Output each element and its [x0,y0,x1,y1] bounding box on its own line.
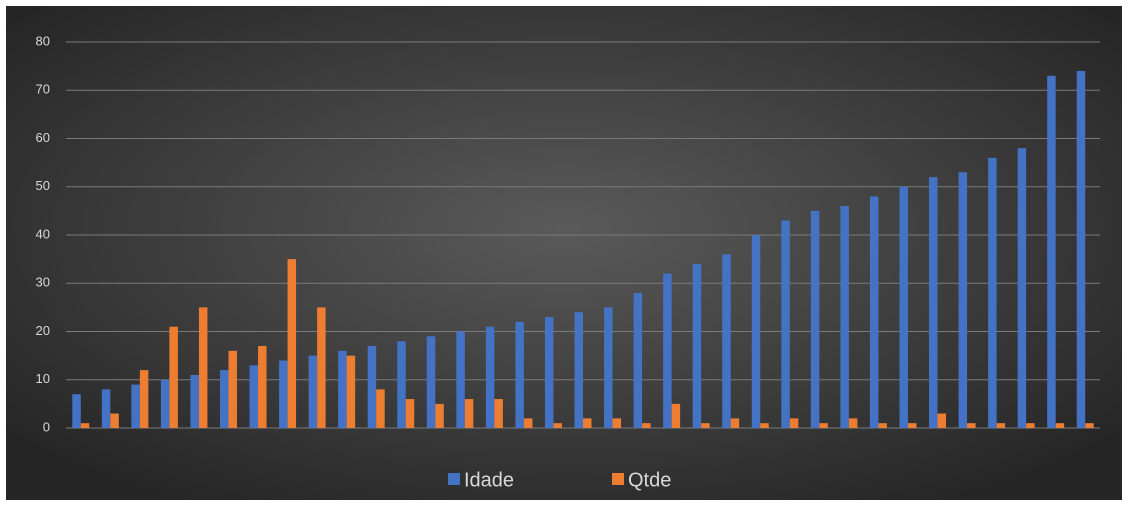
bar [1026,423,1035,428]
bar [426,336,436,428]
bar [249,365,259,428]
bar [671,403,681,428]
bar [1085,423,1094,428]
bar [190,374,199,428]
bar [346,355,356,428]
bar [663,273,672,428]
bar [760,423,769,428]
legend-label: Idade [464,469,514,491]
bar [1017,148,1027,428]
bar [937,413,947,428]
bar [1047,75,1056,429]
bar [515,321,524,428]
bar [929,177,938,428]
y-tick-label: 50 [36,178,50,193]
bar [692,263,702,428]
bar [258,345,267,428]
bar [840,206,849,428]
bar [988,157,997,429]
bar [139,370,149,428]
bar [869,196,879,428]
bar [819,423,828,428]
bar [1055,423,1065,428]
bar [633,292,643,428]
bar [722,254,731,428]
bar [1076,70,1086,428]
legend-swatch [448,473,460,485]
bar [967,423,976,428]
bar [376,389,385,428]
bar [751,235,761,428]
bar [958,172,968,428]
bar [464,399,474,428]
bar [523,418,533,428]
legend-label: Qtde [628,469,671,491]
bar [456,331,465,428]
y-tick-label: 10 [36,371,50,386]
bar [642,423,651,428]
bar [574,312,583,428]
bar [899,186,908,428]
bar [160,379,170,428]
bar [198,307,208,428]
bar [169,326,178,428]
bar [612,418,622,428]
bar [996,423,1006,428]
y-tick-label: 60 [36,130,50,145]
bar [789,418,799,428]
legend-swatch [612,473,624,485]
bar [907,423,917,428]
bar [781,220,790,428]
bar [583,418,592,428]
bar [287,259,297,428]
bar [397,341,406,428]
bar [604,307,613,428]
bar [338,350,347,428]
y-tick-label: 70 [36,82,50,97]
bar [367,345,377,428]
bar [219,370,229,428]
bar [494,399,503,428]
bar [80,423,90,428]
bar [848,418,858,428]
bar [110,413,119,428]
bar [701,423,710,428]
bar [279,360,288,428]
bar [131,384,140,428]
y-tick-label: 30 [36,275,50,290]
bar [485,326,495,428]
bar [544,317,554,428]
y-tick-label: 80 [36,33,50,48]
bar [405,399,415,428]
bar [878,423,887,428]
bar [435,403,444,428]
bar [553,423,562,428]
bar [72,394,81,428]
bar [228,350,237,428]
bar [810,210,820,428]
y-tick-label: 40 [36,226,50,241]
y-tick-label: 0 [43,419,50,434]
bar [308,355,318,428]
bar [101,389,111,428]
bar [730,418,740,428]
bar [317,307,326,428]
y-tick-label: 20 [36,323,50,338]
